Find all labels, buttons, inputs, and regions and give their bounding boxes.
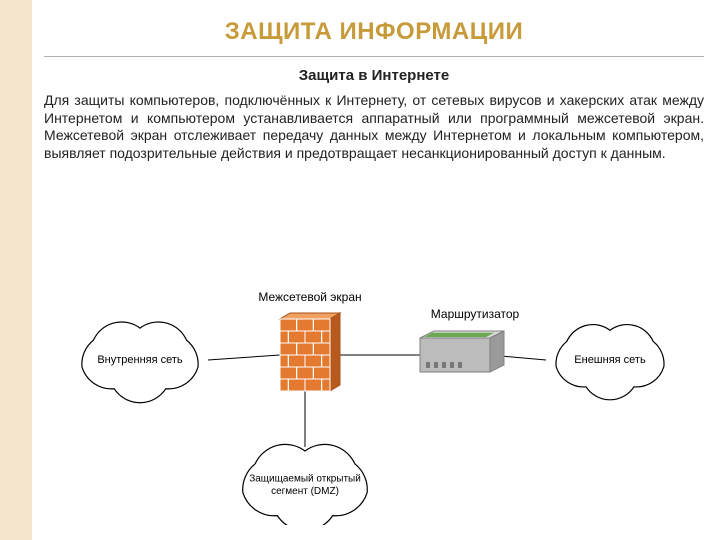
network-diagram: Внутренняя сеть Межсетевой экран Маршрутиз… [60, 235, 680, 525]
body-paragraph: Для защиты компьютеров, подключённых к И… [44, 92, 704, 162]
svg-text:Внутренняя сеть: Внутренняя сеть [97, 354, 183, 366]
router-icon: Маршрутизатор [420, 307, 520, 372]
page-title: ЗАЩИТА ИНФОРМАЦИИ [44, 18, 704, 57]
page-subtitle: Защита в Интернете [44, 67, 704, 84]
cloud-external: Енешняя сеть [556, 325, 664, 400]
edge-internal-firewall [208, 355, 280, 360]
cloud-internal: Внутренняя сеть [82, 322, 198, 403]
svg-text:Защищаемый открытый: Защищаемый открытый [249, 473, 361, 484]
content-area: ЗАЩИТА ИНФОРМАЦИИ Защита в Интернете Для… [44, 18, 704, 162]
svg-text:Енешняя сеть: Енешняя сеть [574, 354, 646, 366]
svg-text:Маршрутизатор: Маршрутизатор [431, 307, 520, 321]
firewall-icon: Межсетевой экран [258, 290, 361, 391]
diagram-svg: Внутренняя сеть Межсетевой экран Маршрутиз… [60, 235, 680, 525]
accent-band [0, 0, 32, 540]
svg-text:сегмент (DMZ): сегмент (DMZ) [271, 486, 339, 497]
cloud-dmz: Защищаемый открытый сегмент (DMZ) [243, 444, 368, 525]
svg-text:Межсетевой экран: Межсетевой экран [258, 290, 361, 304]
